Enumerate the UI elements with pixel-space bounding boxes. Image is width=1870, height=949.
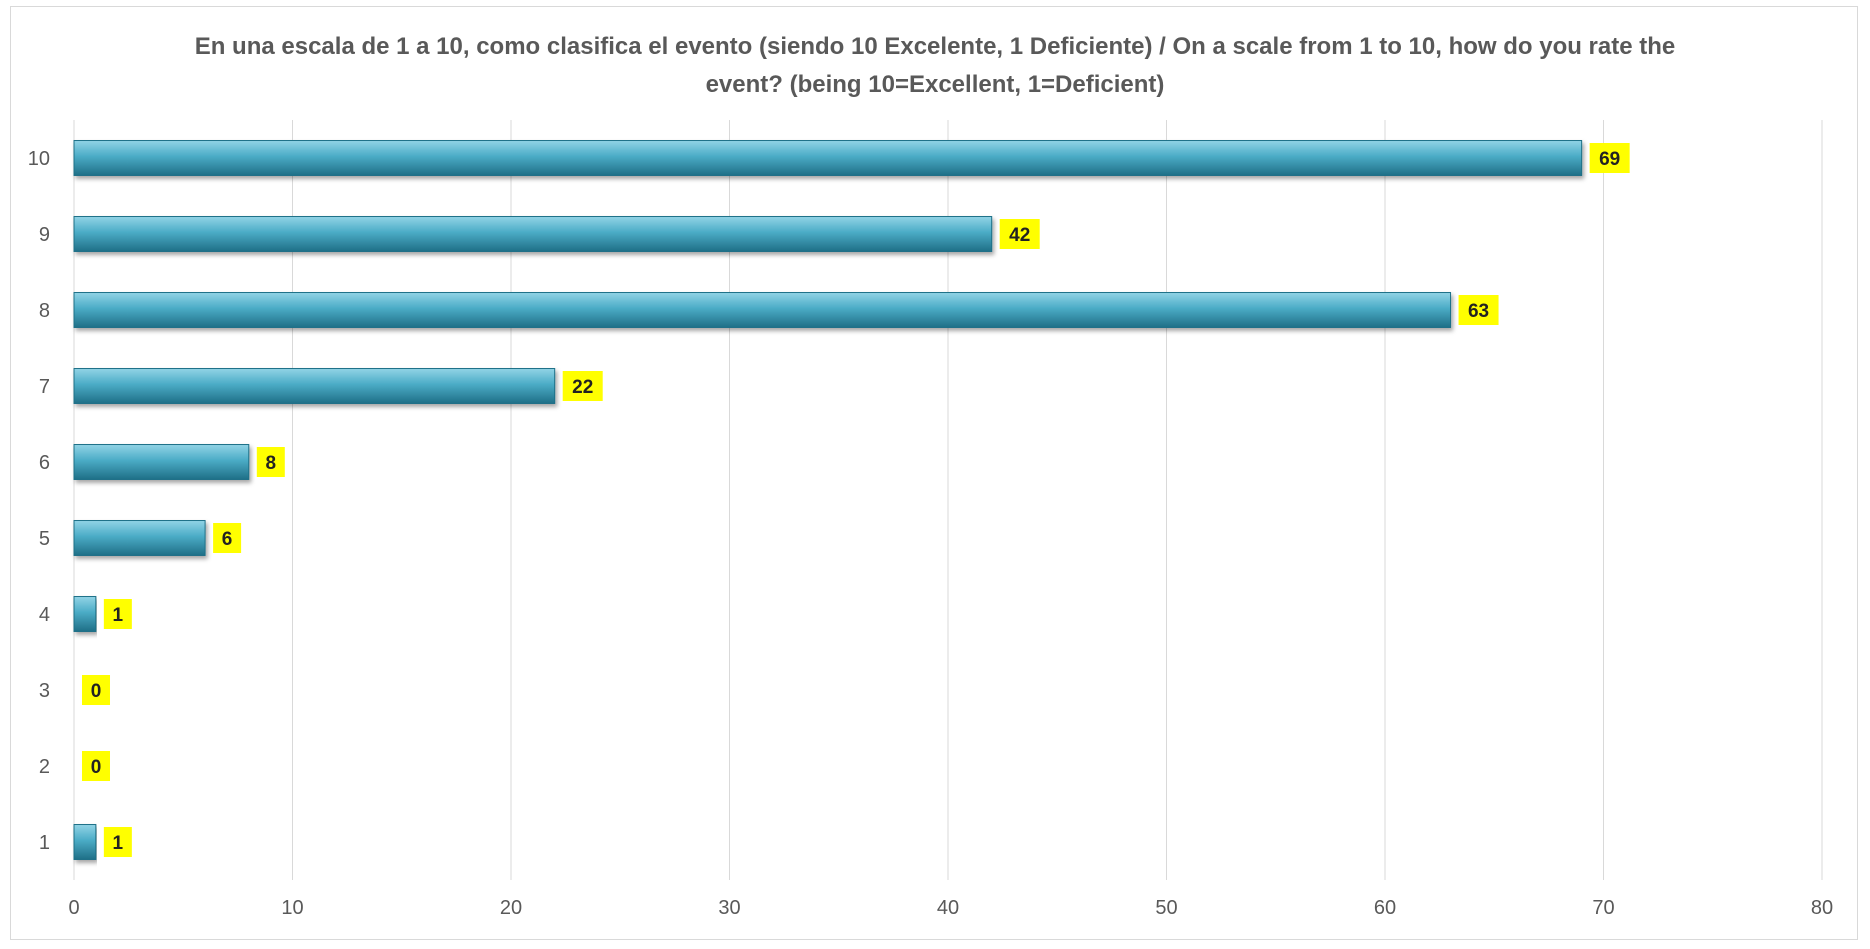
data-label: 0 xyxy=(91,681,102,702)
data-label-background xyxy=(999,219,1040,249)
bar xyxy=(73,292,1452,328)
data-label: 6 xyxy=(222,529,233,550)
data-label: 1 xyxy=(113,833,124,854)
x-tick-label: 80 xyxy=(1811,897,1833,919)
y-tick-label: 8 xyxy=(39,300,50,322)
y-tick-label: 6 xyxy=(39,452,50,474)
data-label-background xyxy=(1589,143,1630,173)
data-label: 22 xyxy=(572,377,593,398)
data-label-background xyxy=(256,447,285,477)
x-tick-label: 20 xyxy=(500,897,522,919)
bar xyxy=(73,520,206,556)
x-tick-label: 50 xyxy=(1155,897,1177,919)
y-tick-label: 1 xyxy=(39,832,50,854)
x-tick-label: 40 xyxy=(937,897,959,919)
bar xyxy=(73,444,250,480)
y-tick-label: 10 xyxy=(28,148,50,170)
data-label-background xyxy=(82,751,110,781)
bar xyxy=(73,140,1583,176)
x-tick-label: 60 xyxy=(1374,897,1396,919)
y-tick-label: 2 xyxy=(39,756,50,778)
data-label: 8 xyxy=(266,453,277,474)
x-tick-label: 0 xyxy=(68,897,79,919)
x-tick-label: 10 xyxy=(281,897,303,919)
data-label-background xyxy=(213,523,242,553)
data-label-background xyxy=(82,675,110,705)
data-label: 1 xyxy=(113,605,124,626)
bars xyxy=(73,140,1583,860)
bar xyxy=(73,596,97,632)
x-axis-tick-labels: 0 10 20 30 40 50 60 70 80 xyxy=(68,897,1833,919)
data-label-background xyxy=(103,827,132,857)
y-tick-label: 7 xyxy=(39,376,50,398)
y-tick-label: 9 xyxy=(39,224,50,246)
x-tick-label: 70 xyxy=(1592,897,1614,919)
bar xyxy=(73,216,993,252)
data-label: 63 xyxy=(1468,301,1489,322)
chart-title: En una escala de 1 a 10, como clasifica … xyxy=(194,33,1676,98)
x-tick-label: 30 xyxy=(718,897,740,919)
bar xyxy=(73,824,97,860)
data-label: 42 xyxy=(1009,225,1030,246)
data-label-background xyxy=(562,371,603,401)
data-labels: 69 42 63 22 8 6 1 0 0 1 xyxy=(82,143,1630,857)
y-axis-tick-labels: 10 9 8 7 6 5 4 3 2 1 xyxy=(28,148,50,854)
data-label-background xyxy=(103,599,132,629)
y-tick-label: 5 xyxy=(39,528,50,550)
y-tick-label: 3 xyxy=(39,680,50,702)
data-label: 69 xyxy=(1599,149,1620,170)
data-label-background xyxy=(1458,295,1499,325)
bar xyxy=(73,368,556,404)
y-tick-label: 4 xyxy=(39,604,50,626)
data-label: 0 xyxy=(91,757,102,778)
